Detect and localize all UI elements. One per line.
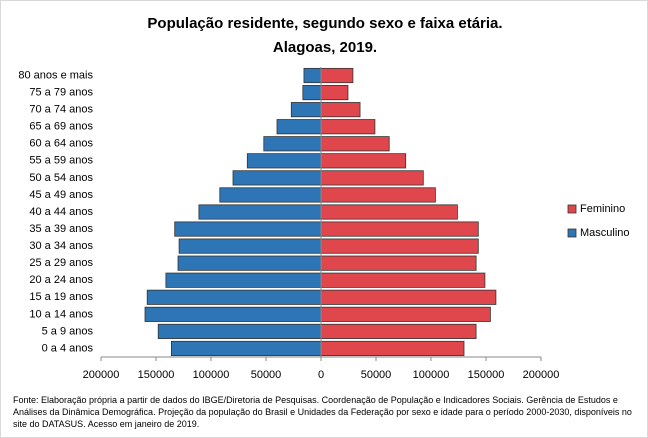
y-tick-label: 40 a 44 anos — [29, 206, 93, 218]
bar — [263, 136, 322, 152]
bar — [232, 170, 322, 186]
bar — [276, 119, 322, 135]
bar — [198, 204, 322, 220]
chart-title: População residente, segundo sexo e faix… — [147, 15, 502, 32]
y-tick-label: 55 a 59 anos — [29, 155, 93, 167]
x-tick-label: 50000 — [251, 369, 282, 381]
x-tick-label: 0 — [318, 369, 324, 381]
chart: População residente, segundo sexo e faix… — [18, 15, 630, 381]
bar — [320, 153, 407, 169]
y-tick-label: 75 a 79 anos — [29, 86, 93, 98]
bar — [320, 187, 436, 203]
y-tick-label: 10 a 14 anos — [29, 308, 93, 320]
bar — [170, 340, 322, 357]
legend-label: Masculino — [580, 227, 630, 239]
bar — [320, 170, 424, 186]
y-tick-label: 45 a 49 anos — [29, 189, 93, 201]
y-tick-label: 30 a 34 anos — [29, 240, 93, 252]
y-tick-label: 0 a 4 anos — [42, 342, 94, 354]
bar — [320, 272, 486, 288]
chart-subtitle: Alagoas, 2019. — [273, 39, 377, 56]
y-tick-label: 35 a 39 anos — [29, 223, 93, 235]
bar — [219, 187, 322, 203]
y-tick-label: 50 a 54 anos — [29, 172, 93, 184]
bar — [320, 289, 497, 305]
y-tick-label: 60 a 64 anos — [29, 138, 93, 150]
y-tick-label: 25 a 29 anos — [29, 257, 93, 269]
source-note: Fonte: Elaboração própria a partir de da… — [13, 395, 632, 429]
y-tick-label: 15 a 19 anos — [29, 291, 93, 303]
bar — [165, 272, 322, 288]
bar — [290, 102, 322, 118]
x-tick-label: 100000 — [193, 369, 230, 381]
y-tick-label: 70 a 74 anos — [29, 104, 93, 116]
bar — [303, 67, 322, 84]
x-tick-label: 200000 — [523, 369, 560, 381]
y-tick-label: 80 anos e mais — [18, 69, 93, 81]
bar — [320, 119, 376, 135]
x-tick-label: 200000 — [83, 369, 120, 381]
x-tick-label: 150000 — [468, 369, 505, 381]
bar — [320, 306, 491, 322]
bar — [320, 67, 354, 84]
legend-swatch — [567, 204, 577, 214]
y-tick-label: 20 a 24 anos — [29, 274, 93, 286]
bar — [320, 221, 479, 237]
x-tick-label: 100000 — [413, 369, 450, 381]
y-tick-label: 65 a 69 anos — [29, 121, 93, 133]
bar — [177, 255, 322, 271]
x-tick-label: 150000 — [138, 369, 175, 381]
bar — [157, 323, 322, 339]
legend-swatch — [567, 228, 577, 238]
bar — [302, 85, 322, 101]
bar — [174, 221, 322, 237]
bar — [320, 255, 477, 271]
bar — [320, 323, 477, 339]
bar — [146, 289, 322, 305]
bar — [320, 238, 479, 254]
y-tick-label: 5 a 9 anos — [42, 325, 94, 337]
bar — [144, 306, 322, 322]
bar — [320, 204, 458, 220]
x-tick-label: 50000 — [361, 369, 392, 381]
bar — [320, 340, 465, 357]
bar — [320, 102, 361, 118]
bar — [246, 153, 322, 169]
legend-label: Feminino — [580, 203, 625, 215]
bar — [320, 136, 390, 152]
bar — [320, 85, 349, 101]
bar — [178, 238, 322, 254]
